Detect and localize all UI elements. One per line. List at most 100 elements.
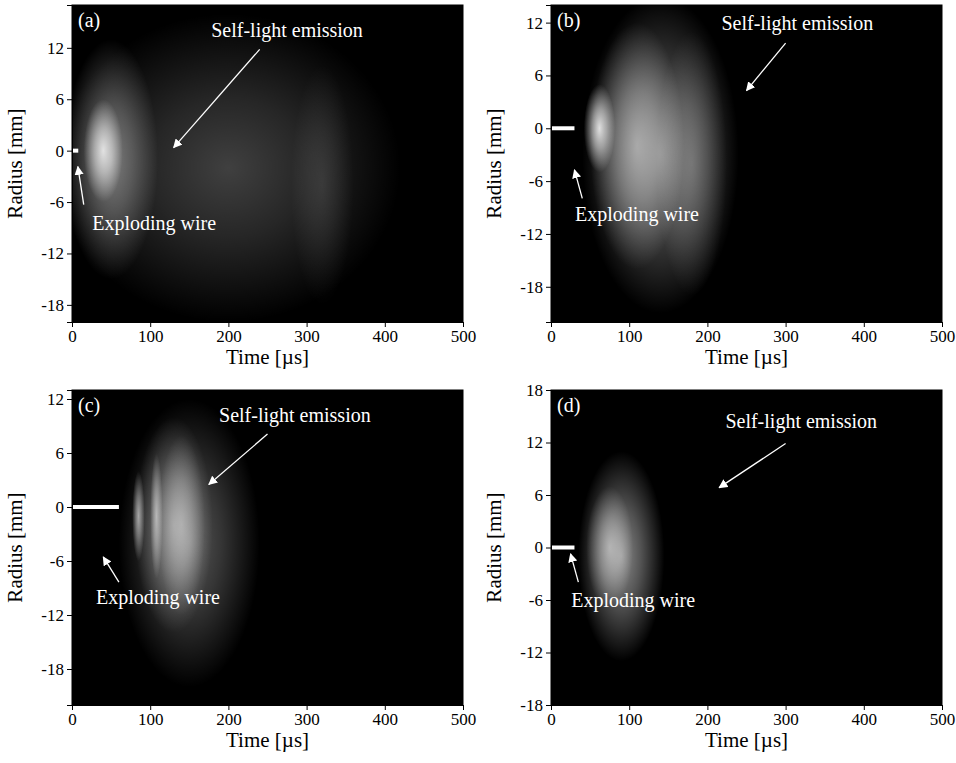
- x-tick: 100: [138, 705, 164, 729]
- y-tick-mark: [67, 48, 72, 49]
- x-tick: 0: [547, 322, 556, 346]
- y-tick-mark: [546, 600, 551, 601]
- figure: 0 100 200 300 400 500 -18 -12 -6 0 6 12 Time [µs] Rad…: [0, 0, 956, 763]
- x-tick-label: 200: [216, 327, 242, 346]
- y-tick-label: 0: [535, 538, 544, 557]
- y-tick-mark: [67, 507, 72, 508]
- y-tick-label: 12: [526, 433, 543, 452]
- x-axis: 0100200300400500: [68, 705, 476, 729]
- y-axis-line: [546, 6, 552, 323]
- annotation-arrow: [719, 444, 785, 488]
- y-tick: 0: [56, 498, 73, 517]
- y-tick-label: 12: [47, 390, 64, 409]
- y-tick: -6: [529, 591, 551, 610]
- x-tick-label: 400: [852, 710, 878, 729]
- annotation-arrow: [209, 434, 268, 484]
- y-tick-label: 0: [56, 498, 65, 517]
- emission-region: [150, 453, 163, 579]
- y-tick: 12: [47, 39, 72, 58]
- x-tick: 500: [451, 322, 477, 346]
- panel: 0100200300400500-18-12-6061218Time [µs]R…: [482, 381, 955, 752]
- annotation: Self-light emission: [219, 404, 371, 427]
- y-tick: -18: [41, 660, 72, 679]
- y-tick-mark: [67, 202, 72, 203]
- x-tick: 300: [773, 322, 799, 346]
- y-axis-line: [67, 391, 73, 706]
- y-axis-line: [546, 391, 552, 706]
- annotation-arrow: [574, 170, 582, 199]
- y-tick-label: 0: [535, 119, 544, 138]
- x-tick: 500: [451, 705, 477, 729]
- y-tick-mark: [67, 99, 72, 100]
- x-tick-label: 100: [617, 710, 643, 729]
- y-axis: -18-12-60612: [520, 6, 551, 323]
- y-tick: 12: [47, 390, 72, 409]
- y-tick-label: -18: [41, 296, 64, 315]
- y-axis: -18-12-60612: [41, 6, 72, 323]
- x-tick-label: 300: [773, 327, 799, 346]
- emission-region: [582, 5, 738, 313]
- y-tick-label: -18: [41, 660, 64, 679]
- y-tick-mark: [546, 390, 551, 391]
- emission-region: [584, 84, 615, 172]
- y-tick: 6: [56, 444, 73, 463]
- y-tick-mark: [546, 443, 551, 444]
- y-tick-label: -6: [50, 193, 64, 212]
- x-tick: 400: [852, 705, 878, 729]
- y-tick: 0: [535, 119, 552, 138]
- y-tick-label: 18: [526, 381, 543, 400]
- annotation: Exploding wire: [575, 203, 699, 226]
- x-tick: 500: [930, 322, 956, 346]
- y-tick-mark: [546, 653, 551, 654]
- emission-region: [291, 65, 354, 305]
- panel: 0100200300400500-18-12-60612Time [µs]Rad…: [3, 390, 476, 752]
- panel: 0100200300400500-18-12-60612Time [µs]Rad…: [482, 0, 955, 369]
- x-tick-label: 400: [373, 327, 399, 346]
- y-tick-label: -6: [529, 172, 543, 191]
- panel-label: (d): [557, 394, 580, 417]
- y-tick: 12: [526, 433, 551, 452]
- y-tick: -6: [529, 172, 551, 191]
- x-tick: 0: [68, 705, 77, 729]
- y-tick-label: -6: [529, 591, 543, 610]
- x-tick: 300: [294, 705, 320, 729]
- y-tick-label: -12: [520, 643, 543, 662]
- emission-region: [72, 14, 400, 322]
- annotation-arrow: [78, 167, 84, 205]
- x-tick: 200: [216, 322, 242, 346]
- frame: [72, 5, 463, 322]
- y-tick-mark: [67, 253, 72, 254]
- x-tick-label: 300: [773, 710, 799, 729]
- x-axis: 0100200300400500: [547, 705, 955, 729]
- y-axis-title: Radius [mm]: [482, 492, 506, 602]
- y-tick: 6: [535, 486, 552, 505]
- background: [72, 390, 463, 705]
- x-tick-label: 0: [68, 327, 77, 346]
- y-tick: -12: [41, 606, 72, 625]
- y-tick-mark: [67, 453, 72, 454]
- emission-region: [578, 451, 664, 661]
- x-tick: 100: [138, 322, 164, 346]
- emission-region: [132, 471, 145, 561]
- annotation-arrow: [571, 554, 579, 582]
- y-tick-mark: [546, 128, 551, 129]
- y-tick-label: -6: [50, 552, 64, 571]
- exploding-wire: [551, 126, 574, 130]
- y-tick-label: -12: [520, 225, 543, 244]
- plot-area: [551, 5, 942, 322]
- exploding-wire: [72, 505, 119, 509]
- annotation-arrow: [103, 557, 119, 582]
- y-tick-mark: [67, 399, 72, 400]
- annotation: Exploding wire: [96, 586, 220, 609]
- x-tick: 100: [617, 322, 643, 346]
- frame: [551, 5, 942, 322]
- x-tick-label: 100: [138, 327, 164, 346]
- y-tick-mark: [546, 548, 551, 549]
- panel-label: (b): [557, 9, 580, 32]
- x-tick: 0: [68, 322, 77, 346]
- panel: 0100200300400500-18-12-60612Time [µs]Rad…: [3, 5, 476, 369]
- exploding-wire: [551, 546, 574, 550]
- x-axis-title: Time [µs]: [705, 728, 788, 752]
- y-tick-label: 6: [535, 486, 544, 505]
- y-tick-mark: [546, 23, 551, 24]
